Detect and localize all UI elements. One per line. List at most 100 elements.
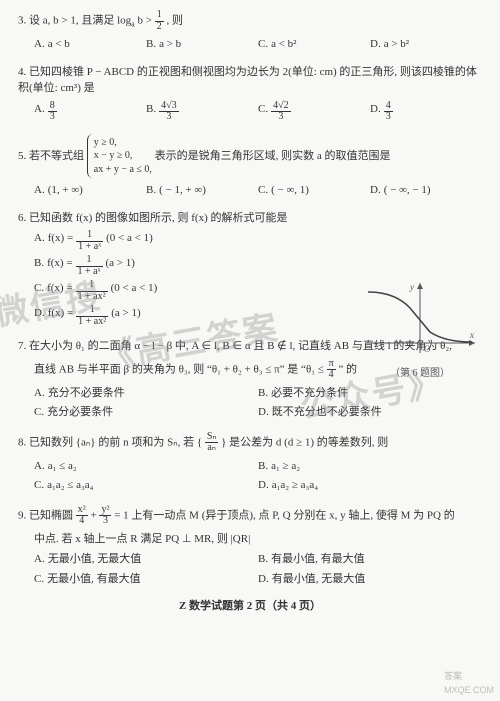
denominator: 4 [76,516,88,527]
label: A. [34,458,45,475]
text: a₁ ≤ a₂ [48,458,77,475]
label: D. [34,305,45,327]
option-b: B.有最小值, 有最大值 [258,551,482,568]
q8-options: A.a₁ ≤ a₂ B.a₁ ≥ a₂ C.a₁a₂ ≤ a₃a₄ D.a₁a₂… [18,458,482,497]
option-b: B.f(x) = 11 + aˣ (a > 1) [34,255,318,277]
question-5: 5. 若不等式组 y ≥ 0, x − y ≥ 0, ax + y − a ≤ … [18,134,482,202]
text: a₁ ≥ a₂ [271,458,300,475]
fraction: y²3 [99,505,111,527]
label: D. [258,404,269,421]
graph-svg: O x y [360,278,480,358]
text: = 1 上有一动点 M (异于顶点), 点 P, Q 分别在 x, y 轴上, … [114,509,455,521]
option-a: A.f(x) = 11 + aˣ (0 < a < 1) [34,230,318,252]
fraction: Sₙaₙ [205,432,219,454]
question-4: 4. 已知四棱锥 P − ABCD 的正视图和侧视图均为边长为 2(单位: cm… [18,64,482,126]
text: 充分必要条件 [47,404,113,421]
numerator: 1 [76,305,108,317]
fraction: 43 [384,101,393,123]
text: ( − ∞, 1) [271,182,309,199]
text: 直线 AB 与半平面 β 的夹角为 θ₃, 则 “θ₁ + θ₂ + θ₃ ≤ … [34,363,327,375]
denominator: 1 + aˣ [76,267,103,278]
label: B. [146,101,156,123]
label: A. [34,36,45,53]
label: D. [370,101,381,123]
y-label: y [409,282,414,292]
denominator: 3 [271,112,291,123]
text: 既不充分也不必要条件 [272,404,382,421]
fraction: 11 + ax² [76,305,108,327]
text: 有最小值, 无最大值 [272,571,366,588]
label: B. [146,182,156,199]
option-c: C.4√23 [258,101,370,123]
option-d: D.有最小值, 无最大值 [258,571,482,588]
text: (a > 1) [111,305,140,327]
text: f(x) = [47,280,72,302]
text: 9. 已知椭圆 [18,509,76,521]
text: 无最小值, 有最大值 [47,571,141,588]
option-c: C.a < b² [258,36,370,53]
option-a: A.无最小值, 无最大值 [34,551,258,568]
option-c: C.f(x) = 11 + ax² (0 < a < 1) [34,280,318,302]
question-9: 9. 已知椭圆 x²4 + y²3 = 1 上有一动点 M (异于顶点), 点 … [18,505,482,591]
label: C. [34,280,44,302]
text: (a > 1) [106,255,135,277]
numerator: 1 [76,280,108,292]
y-arrow-icon [417,283,423,289]
q6-options: A.f(x) = 11 + aˣ (0 < a < 1) B.f(x) = 11… [18,230,318,330]
text: ( − 1, + ∞) [159,182,206,199]
q8-stem: 8. 已知数列 {aₙ} 的前 n 项和为 Sₙ, 若 { Sₙaₙ } 是公差… [18,432,482,454]
text: a > b [159,36,181,53]
option-a: A.a < b [34,36,146,53]
fraction: 11 + aˣ [76,230,103,252]
option-d: D.a > b² [370,36,482,53]
option-b: B.a₁ ≥ a₂ [258,458,482,475]
fraction: 83 [48,101,57,123]
eq-line: ax + y − a ≤ 0, [94,163,152,177]
denominator: aₙ [205,443,219,454]
label: C. [34,477,44,494]
denominator: 4 [327,370,336,381]
text: ( − ∞, − 1) [384,182,431,199]
option-d: D.f(x) = 11 + ax² (a > 1) [34,305,318,327]
label: A. [34,182,45,199]
question-8: 8. 已知数列 {aₙ} 的前 n 项和为 Sₙ, 若 { Sₙaₙ } 是公差… [18,432,482,497]
label: D. [258,571,269,588]
text: a < b² [271,36,296,53]
option-d: D.既不充分也不必要条件 [258,404,482,421]
q4-stem: 4. 已知四棱锥 P − ABCD 的正视图和侧视图均为边长为 2(单位: cm… [18,64,482,97]
text: } 是公差为 d (d ≥ 1) 的等差数列, 则 [221,436,388,448]
text: MXQE.COM [444,684,494,698]
text: 表示的是锐角三角形区域, 则实数 a 的取值范围是 [155,149,391,161]
option-b: B.a > b [146,36,258,53]
option-d: D.a₁a₂ ≥ a₃a₄ [258,477,482,494]
numerator: 1 [155,10,164,22]
text: (1, + ∞) [48,182,83,199]
text: 3. 设 a, b > 1, 且满足 log [18,15,131,27]
label: A. [34,385,45,402]
label: A. [34,230,45,252]
denominator: 3 [99,516,111,527]
denominator: 3 [384,112,393,123]
option-c: C.充分必要条件 [34,404,258,421]
q6-stem: 6. 已知函数 f(x) 的图像如图所示, 则 f(x) 的解析式可能是 [18,210,482,227]
fraction: 4√23 [271,101,291,123]
option-a: A.充分不必要条件 [34,385,258,402]
label: B. [258,458,268,475]
label: B. [258,385,268,402]
text: f(x) = [48,230,73,252]
q5-options: A.(1, + ∞) B.( − 1, + ∞) C.( − ∞, 1) D.(… [18,182,482,202]
denominator: 3 [48,112,57,123]
denominator: 3 [159,112,179,123]
option-d: D.( − ∞, − 1) [370,182,482,199]
label: A. [34,101,45,123]
option-c: C.无最小值, 有最大值 [34,571,258,588]
label: B. [34,255,44,277]
label: B. [146,36,156,53]
denominator: 1 + ax² [76,292,108,303]
text: + [91,509,100,521]
equation-system: y ≥ 0, x − y ≥ 0, ax + y − a ≤ 0, [87,134,152,179]
text: a₁a₂ ≥ a₃a₄ [272,477,318,494]
label: B. [258,551,268,568]
text: 8. 已知数列 {aₙ} 的前 n 项和为 Sₙ, 若 { [18,436,202,448]
q6-graph: O x y （第 6 题图） [360,278,480,378]
